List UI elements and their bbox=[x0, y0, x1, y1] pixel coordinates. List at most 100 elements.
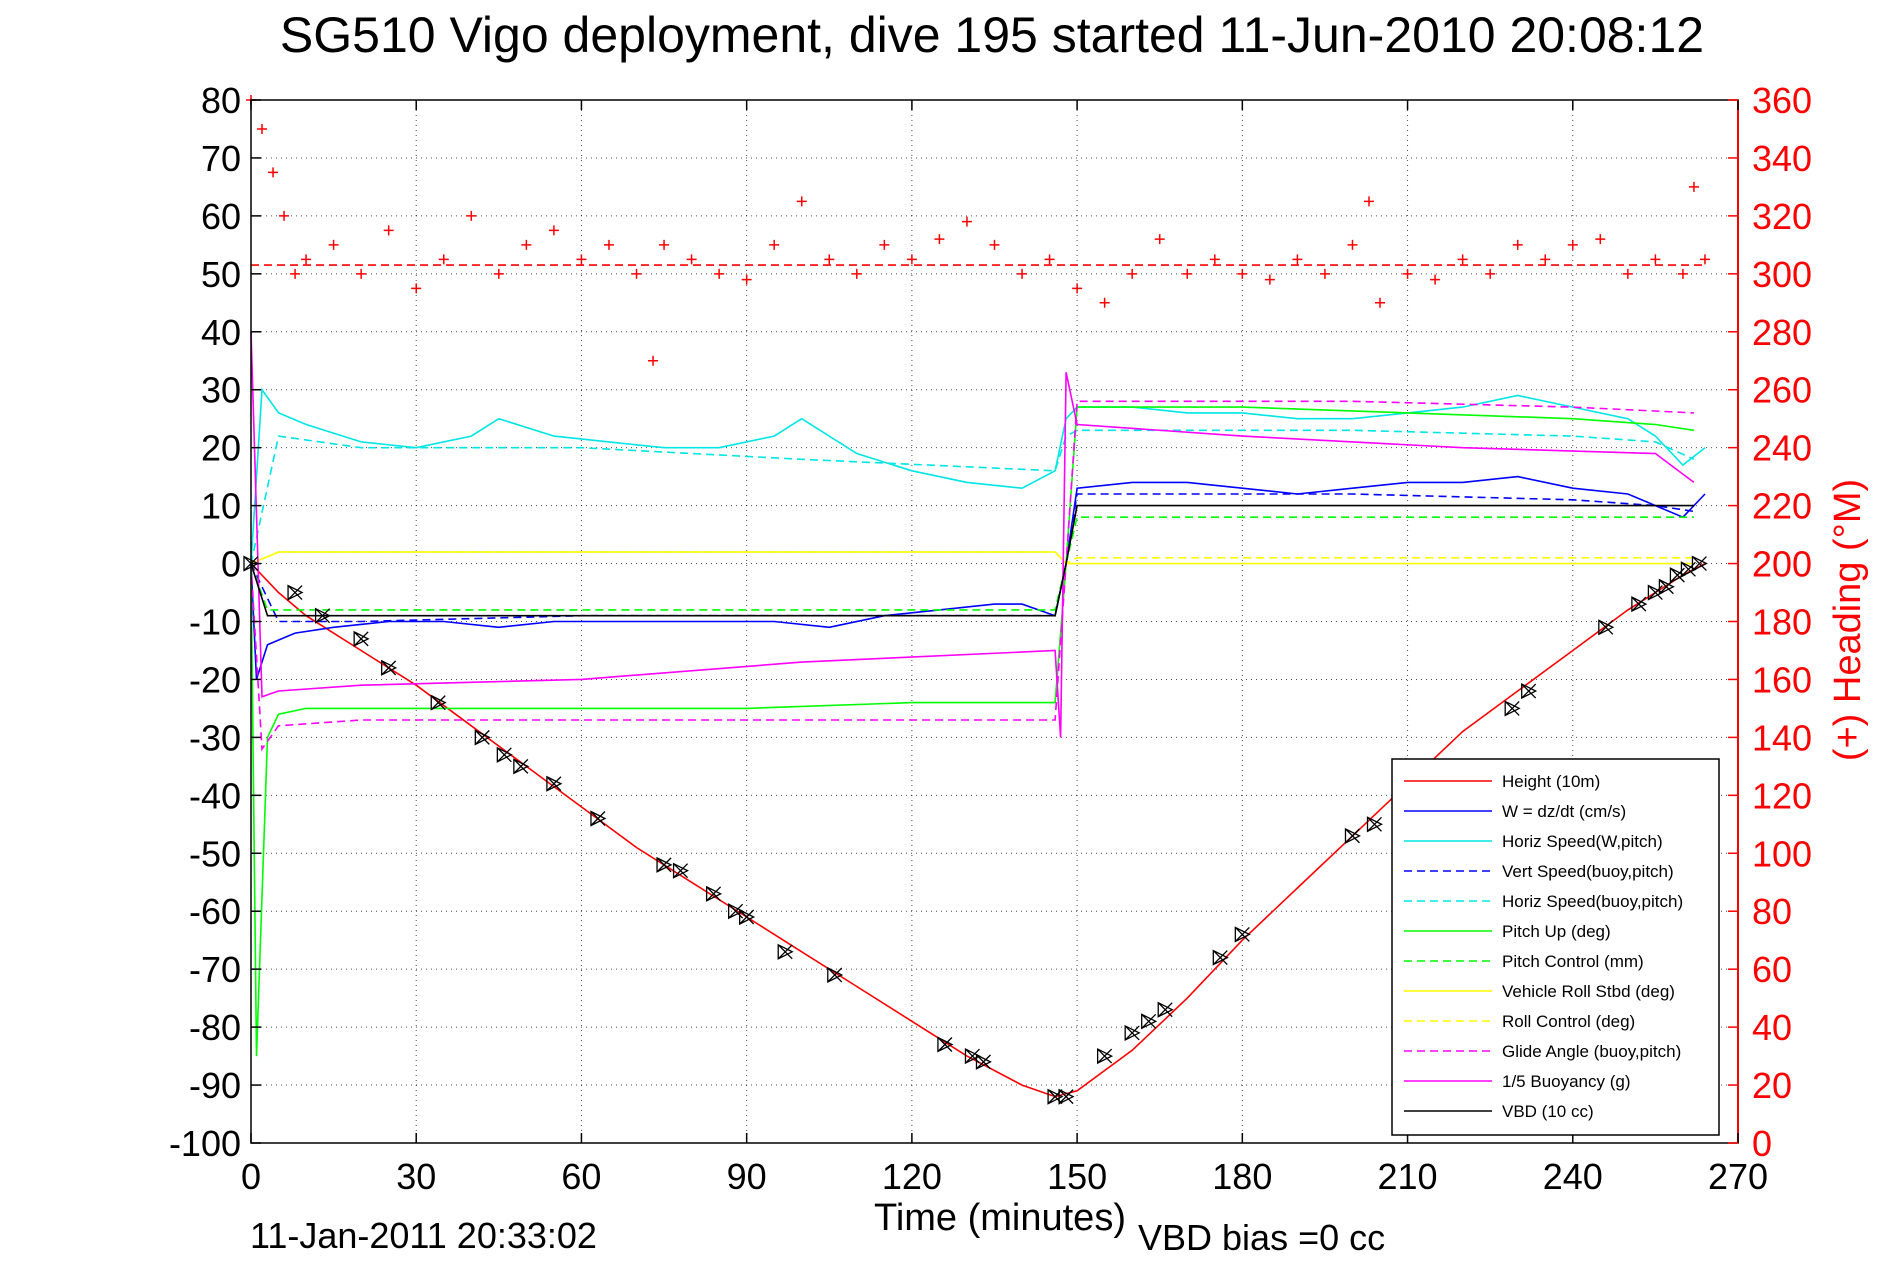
sample-marker bbox=[728, 903, 745, 920]
sample-marker bbox=[1212, 949, 1229, 966]
x-axis: 0 30 60 90 120 150 180 210 240 270 bbox=[241, 100, 1768, 1197]
sample-marker bbox=[1521, 682, 1538, 700]
series-pitch-up-deg bbox=[250, 406, 1695, 1057]
heading-point bbox=[603, 239, 614, 250]
heading-point bbox=[1430, 274, 1441, 285]
y-tick-label: -30 bbox=[189, 717, 241, 758]
y2-tick-label: 240 bbox=[1752, 428, 1812, 469]
y2-tick-label: 360 bbox=[1752, 80, 1812, 121]
y-tick-label: 0 bbox=[221, 544, 241, 585]
x-tick-label: 90 bbox=[727, 1156, 767, 1197]
sample-marker bbox=[353, 630, 370, 647]
plot-area bbox=[243, 95, 1710, 1105]
sample-marker bbox=[964, 1048, 981, 1065]
sample-marker bbox=[381, 659, 398, 676]
heading-point bbox=[906, 254, 917, 265]
legend: Height (10m) W = dz/dt (cm/s) Horiz Speed(… bbox=[1391, 758, 1720, 1136]
sample-markers bbox=[243, 555, 1708, 1105]
heading-point bbox=[1319, 268, 1330, 279]
y-tick-label: 60 bbox=[201, 196, 241, 237]
heading-point bbox=[1127, 268, 1138, 279]
legend-item: Vehicle Roll Stbd (deg) bbox=[1404, 982, 1675, 1001]
x-tick-label: 120 bbox=[882, 1156, 942, 1197]
right-y-axis: 3603403203002802602402202001801601401201… bbox=[1728, 80, 1812, 1164]
y-tick-label: -70 bbox=[189, 949, 241, 990]
heading-point bbox=[1292, 254, 1303, 265]
sample-marker bbox=[1047, 1088, 1064, 1105]
heading-point bbox=[1072, 283, 1083, 294]
heading-point bbox=[741, 274, 752, 285]
sample-marker bbox=[1124, 1024, 1141, 1041]
heading-point bbox=[1457, 254, 1468, 265]
legend-item: W = dz/dt (cm/s) bbox=[1404, 802, 1626, 821]
x-tick-label: 210 bbox=[1378, 1156, 1438, 1197]
legend-label: Pitch Up (deg) bbox=[1502, 922, 1611, 941]
heading-point bbox=[1699, 254, 1710, 265]
legend-label: Vert Speed(buoy,pitch) bbox=[1502, 862, 1674, 881]
series-vbd-10-cc bbox=[250, 504, 1694, 617]
heading-point bbox=[1540, 254, 1551, 265]
y2-tick-label: 100 bbox=[1752, 833, 1812, 874]
heading-point bbox=[466, 210, 477, 221]
legend-label: Horiz Speed(W,pitch) bbox=[1502, 832, 1663, 851]
heading-point bbox=[1154, 234, 1165, 245]
y2-tick-label: 220 bbox=[1752, 486, 1812, 527]
left-y-axis: 80 70 60 50 40 30 20 10 0 -10 -20 -30 -40 -50 -60 -70 -8… bbox=[169, 80, 261, 1164]
heading-point bbox=[356, 268, 367, 279]
series-height-10m bbox=[250, 562, 1706, 1098]
series-vert-speed-buoy-pitch bbox=[250, 493, 1695, 623]
legend-label: VBD (10 cc) bbox=[1502, 1102, 1594, 1121]
x-tick-label: 270 bbox=[1708, 1156, 1768, 1197]
heading-point bbox=[648, 355, 659, 366]
sample-marker bbox=[474, 729, 491, 746]
legend-label: Roll Control (deg) bbox=[1502, 1012, 1635, 1031]
x-axis-label: Time (minutes) bbox=[874, 1197, 1126, 1239]
heading-point bbox=[1182, 268, 1193, 279]
y-tick-label: -20 bbox=[189, 659, 241, 700]
heading-point bbox=[1237, 268, 1248, 279]
series-glide-angle-buoy-pitch bbox=[250, 400, 1694, 752]
heading-point bbox=[1512, 239, 1523, 250]
heading-point bbox=[1347, 239, 1358, 250]
sample-marker bbox=[1366, 816, 1383, 833]
legend-box bbox=[1391, 758, 1720, 1136]
heading-point bbox=[796, 196, 807, 207]
sample-marker bbox=[1669, 567, 1686, 584]
series-vehicle-roll-stbd-deg bbox=[250, 551, 1694, 565]
y-tick-label: -40 bbox=[189, 775, 241, 816]
heading-point bbox=[1017, 268, 1028, 279]
y-tick-label: 40 bbox=[201, 312, 241, 353]
sample-marker bbox=[513, 758, 530, 775]
heading-point bbox=[1364, 196, 1374, 207]
heading-point bbox=[1595, 234, 1606, 245]
y2-tick-label: 300 bbox=[1752, 254, 1812, 295]
y-tick-label: 30 bbox=[201, 370, 241, 411]
y-tick-label: -80 bbox=[189, 1007, 241, 1048]
sample-marker bbox=[1234, 926, 1251, 943]
legend-label: W = dz/dt (cm/s) bbox=[1502, 802, 1626, 821]
y2-tick-label: 40 bbox=[1752, 1007, 1792, 1048]
legend-label: Glide Angle (buoy,pitch) bbox=[1502, 1042, 1681, 1061]
heading-point bbox=[257, 123, 268, 134]
heading-point bbox=[659, 239, 670, 250]
series-heading bbox=[246, 95, 1710, 366]
x-tick-label: 60 bbox=[561, 1156, 601, 1197]
sample-marker bbox=[590, 810, 607, 827]
sample-marker bbox=[1344, 827, 1361, 844]
heading-point bbox=[328, 239, 339, 250]
heading-point bbox=[1044, 254, 1055, 265]
y2-tick-label: 200 bbox=[1752, 544, 1812, 585]
heading-point bbox=[301, 254, 312, 265]
legend-item: Vert Speed(buoy,pitch) bbox=[1404, 862, 1674, 881]
legend-label: Pitch Control (mm) bbox=[1502, 952, 1644, 971]
y2-tick-label: 140 bbox=[1752, 717, 1812, 758]
heading-point bbox=[493, 268, 504, 279]
legend-item: Pitch Control (mm) bbox=[1404, 952, 1644, 971]
y2-tick-label: 260 bbox=[1752, 370, 1812, 411]
heading-point bbox=[383, 225, 394, 236]
legend-item: Pitch Up (deg) bbox=[1404, 922, 1611, 941]
x-tick-label: 240 bbox=[1543, 1156, 1603, 1197]
legend-label: Horiz Speed(buoy,pitch) bbox=[1502, 892, 1683, 911]
legend-label: Vehicle Roll Stbd (deg) bbox=[1502, 982, 1675, 1001]
